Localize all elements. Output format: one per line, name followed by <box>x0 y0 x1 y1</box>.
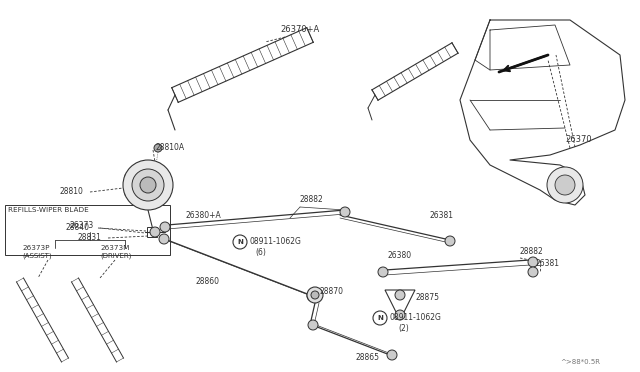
Circle shape <box>140 177 156 193</box>
Text: REFILLS-WIPER BLADE: REFILLS-WIPER BLADE <box>8 207 89 213</box>
Text: 28882: 28882 <box>520 247 544 257</box>
Circle shape <box>307 287 323 303</box>
Text: 26373P: 26373P <box>22 245 49 251</box>
Circle shape <box>395 310 405 320</box>
Text: 26381: 26381 <box>535 259 559 267</box>
Text: (2): (2) <box>398 324 409 333</box>
Circle shape <box>528 257 538 267</box>
Text: 28882: 28882 <box>300 196 324 205</box>
Text: 28831: 28831 <box>78 234 102 243</box>
Text: (DRIVER): (DRIVER) <box>100 253 131 259</box>
Bar <box>5 205 170 255</box>
Bar <box>147 227 157 237</box>
Text: 08911-1062G: 08911-1062G <box>250 237 302 247</box>
Text: 26380+A: 26380+A <box>185 211 221 219</box>
Text: 28810A: 28810A <box>155 144 184 153</box>
Text: 26381: 26381 <box>430 211 454 219</box>
Text: 28865: 28865 <box>355 353 379 362</box>
Text: N: N <box>237 239 243 245</box>
Text: (ASSIST): (ASSIST) <box>22 253 52 259</box>
Circle shape <box>555 175 575 195</box>
Text: 28870: 28870 <box>320 288 344 296</box>
Text: 26370: 26370 <box>565 135 591 144</box>
Circle shape <box>445 236 455 246</box>
Text: (6): (6) <box>255 247 266 257</box>
Circle shape <box>159 234 169 244</box>
Circle shape <box>307 291 317 301</box>
Circle shape <box>387 350 397 360</box>
Text: N: N <box>377 315 383 321</box>
Circle shape <box>378 267 388 277</box>
Circle shape <box>123 160 173 210</box>
Circle shape <box>154 144 162 152</box>
Text: 28840: 28840 <box>65 224 89 232</box>
Text: 28810: 28810 <box>60 187 84 196</box>
Text: 26380: 26380 <box>387 250 411 260</box>
Circle shape <box>395 290 405 300</box>
Text: 26370+A: 26370+A <box>280 26 319 35</box>
Circle shape <box>160 222 170 232</box>
Text: ^>88*0.5R: ^>88*0.5R <box>560 359 600 365</box>
Circle shape <box>150 227 160 237</box>
Circle shape <box>308 320 318 330</box>
Text: 08911-1062G: 08911-1062G <box>390 314 442 323</box>
Circle shape <box>132 169 164 201</box>
Text: 28860: 28860 <box>195 278 219 286</box>
Circle shape <box>340 207 350 217</box>
Circle shape <box>311 291 319 299</box>
Text: 26373: 26373 <box>70 221 94 230</box>
Text: 26373M: 26373M <box>100 245 129 251</box>
Circle shape <box>528 267 538 277</box>
Text: 28875: 28875 <box>415 294 439 302</box>
Circle shape <box>547 167 583 203</box>
